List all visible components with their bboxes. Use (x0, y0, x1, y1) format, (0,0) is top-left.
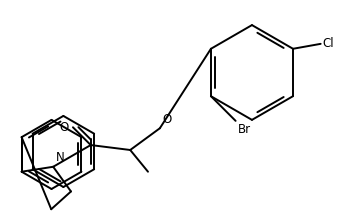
Text: Cl: Cl (323, 37, 334, 50)
Text: N: N (56, 151, 65, 164)
Text: Br: Br (238, 123, 251, 136)
Text: O: O (60, 121, 69, 134)
Text: O: O (163, 113, 172, 126)
